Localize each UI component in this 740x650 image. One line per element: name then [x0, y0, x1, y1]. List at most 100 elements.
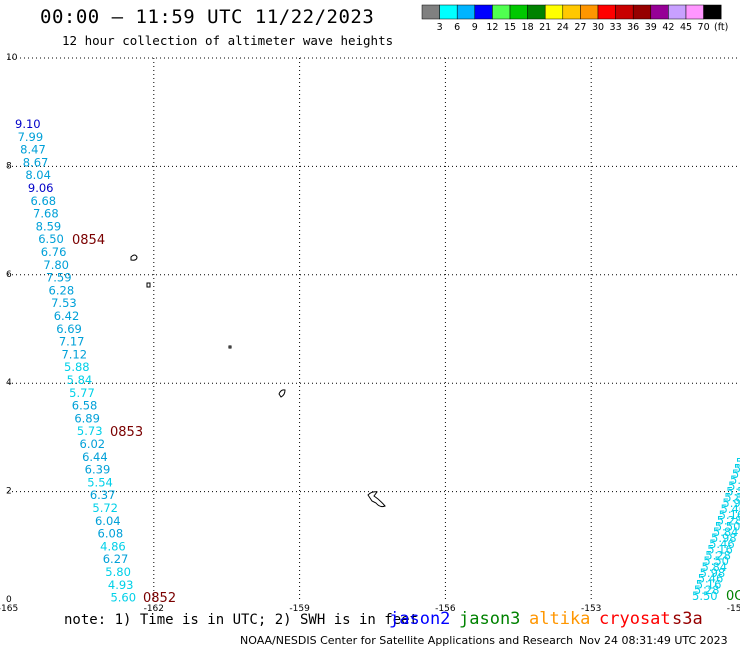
swh-value-label: 5.73 [77, 424, 103, 438]
mission-legend-item: jason3 [459, 609, 521, 629]
swh-value-label: 8.67 [23, 155, 49, 169]
swh-value-label: 6.44 [82, 450, 108, 464]
swh-value-label: 5.50 [726, 485, 740, 499]
colorbar-label: 9 [472, 22, 478, 33]
swh-value-label: 4.86 [100, 539, 126, 553]
colorbar-label: 3 [437, 22, 443, 33]
swh-value-label: 9.10 [15, 117, 41, 131]
y-tick-label: 8 [6, 161, 12, 171]
swh-value-label: 5.46 [721, 502, 740, 516]
swh-value-label: 5.16 [719, 508, 740, 522]
color-swatch [685, 4, 704, 20]
y-tick-label: 10 [6, 53, 18, 63]
swh-value-label: 7.12 [61, 347, 87, 361]
swh-value-label: 5.84 [736, 456, 740, 470]
colorbar-label: 6 [454, 22, 460, 33]
swh-value-label: 6.04 [95, 514, 121, 528]
color-swatch [492, 4, 511, 20]
color-swatch [527, 4, 546, 20]
colorbar-label: 36 [627, 22, 639, 33]
color-swatch [597, 4, 616, 20]
island-outline [228, 345, 232, 349]
swh-value-label: 5.72 [92, 501, 118, 515]
swh-value-label: 8.47 [20, 143, 46, 157]
swh-value-label: 5.46 [709, 537, 735, 551]
swh-value-label: 6.39 [85, 463, 111, 477]
x-tick-label: -150 [727, 604, 740, 614]
swh-value-label: 4.93 [108, 578, 134, 592]
chart-title: 00:00 – 11:59 UTC 11/22/2023 [40, 6, 375, 28]
swh-value-label: 5.46 [732, 467, 740, 481]
swh-value-label: 7.59 [46, 271, 72, 285]
orbit-time-label: 0853 [110, 425, 143, 440]
x-tick-label: -153 [581, 604, 601, 614]
swh-value-label: 6.76 [41, 245, 67, 259]
swh-value-label: 5.84 [724, 490, 740, 504]
color-swatch [509, 4, 528, 20]
swh-value-label: 5.50 [692, 589, 718, 603]
swh-value-label: 6.58 [72, 399, 98, 413]
x-tick-label: -162 [144, 604, 164, 614]
y-tick-label: 0 [6, 595, 12, 605]
swh-track-right: 5.505.285.165.465.985.845.505.285.165.46… [692, 456, 740, 604]
grid-lines [8, 57, 737, 600]
chart-subtitle: 12 hour collection of altimeter wave hei… [62, 33, 394, 48]
island-outline [367, 491, 386, 508]
generation-timestamp: Nov 24 08:31:49 UTC 2023 [579, 634, 728, 647]
swh-value-label: 5.28 [705, 548, 731, 562]
colorbar-label: 15 [504, 22, 516, 33]
swh-value-label: 6.28 [49, 283, 75, 297]
colorbar-label: 21 [539, 22, 551, 33]
color-swatch [474, 4, 493, 20]
swh-value-label: 8.04 [25, 168, 51, 182]
island-outline [278, 389, 286, 398]
swh-value-label: 5.84 [702, 560, 728, 574]
swh-value-label: 5.88 [64, 360, 90, 374]
island-outlines [130, 254, 386, 508]
y-tick-label: 2 [6, 487, 12, 497]
swh-value-label: 5.28 [694, 583, 720, 597]
island-outline [130, 254, 138, 261]
swh-value-label: 5.16 [696, 577, 722, 591]
swh-value-label: 7.68 [33, 207, 59, 221]
color-swatch [456, 4, 476, 20]
colorbar-label: 45 [680, 22, 692, 33]
swh-value-label: 5.50 [715, 519, 740, 533]
swh-value-label: 5.98 [711, 531, 737, 545]
colorbar-label: 18 [522, 22, 534, 33]
colorbar-label: (ft) [714, 22, 728, 33]
color-swatch [439, 4, 458, 20]
swh-value-label: 6.27 [103, 552, 129, 566]
y-tick-label: 4 [6, 378, 12, 388]
colorbar-label: 24 [557, 22, 569, 33]
x-tick-label: -159 [289, 604, 310, 614]
swh-value-label: 5.80 [105, 565, 131, 579]
swh-value-label: 6.69 [56, 322, 82, 336]
x-tick-label: -156 [435, 604, 456, 614]
swh-value-label: 5.28 [717, 514, 740, 528]
colorbar-label: 33 [610, 22, 622, 33]
mission-legend-item: s3a [672, 609, 703, 629]
color-swatch [632, 4, 652, 20]
colorbar-label: 39 [645, 22, 657, 33]
footer-note: note: 1) Time is in UTC; 2) SWH is in fe… [64, 612, 419, 628]
swh-value-label: 5.50 [703, 554, 729, 568]
island-outline [146, 282, 151, 288]
swh-value-label: 7.80 [43, 258, 69, 272]
y-tick-label: 6 [6, 270, 12, 280]
axis-labels: 0 2 4 6 8 10 -165 -162 -159 -156 -153 -150 [0, 53, 740, 614]
color-swatch [580, 4, 599, 20]
color-swatch [668, 4, 687, 20]
swh-value-label: 7.99 [18, 130, 44, 144]
color-swatch [703, 4, 722, 20]
swh-value-label: 5.16 [707, 543, 733, 557]
orbit-time-label: 0852 [143, 591, 176, 606]
color-swatch [650, 4, 669, 20]
colorbar-label: 12 [486, 22, 498, 33]
colorbar-label: 27 [574, 22, 586, 33]
mission-legend-item: cryosat [599, 609, 671, 629]
color-swatch [562, 4, 581, 20]
swh-value-label: 5.84 [713, 525, 739, 539]
swh-value-label: 9.06 [28, 181, 54, 195]
